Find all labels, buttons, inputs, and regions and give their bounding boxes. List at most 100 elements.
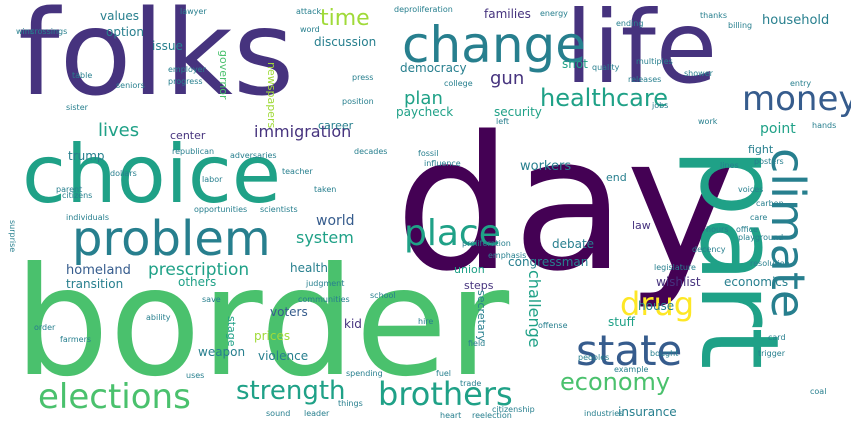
cloud-word-hire: hire: [418, 317, 434, 326]
cloud-word-trump: trump: [68, 149, 105, 163]
cloud-word-wishlist: wishlist: [656, 275, 701, 289]
cloud-word-thanks: thanks: [700, 11, 727, 20]
cloud-word-voters: voters: [270, 305, 308, 319]
cloud-word-billing: billing: [728, 21, 753, 30]
cloud-word-security: security: [494, 105, 542, 119]
cloud-word-jobs: jobs: [652, 101, 669, 110]
cloud-word-releases: releases: [628, 75, 662, 84]
cloud-word-uses: uses: [186, 371, 205, 380]
cloud-word-order: order: [34, 323, 56, 332]
cloud-word-house: house: [638, 299, 675, 313]
cloud-word-shower: shower: [684, 69, 713, 78]
cloud-word-coal: coal: [810, 387, 827, 396]
cloud-word-economics: economics: [724, 275, 789, 289]
cloud-word-fossil: fossil: [418, 149, 439, 158]
cloud-word-sister: sister: [66, 103, 88, 112]
cloud-word-parent: parent: [56, 185, 83, 194]
cloud-word-proliferation: proliferation: [462, 239, 511, 248]
cloud-word-option: option: [106, 25, 144, 39]
cloud-word-influence: influence: [424, 159, 461, 168]
cloud-word-decency: decency: [692, 245, 726, 254]
cloud-word-democracy: democracy: [400, 61, 467, 75]
cloud-word-career: career: [318, 119, 354, 132]
cloud-word-work: work: [698, 117, 718, 126]
cloud-word-challenge: challenge: [525, 270, 544, 348]
cloud-word-scientists: scientists: [260, 205, 298, 214]
cloud-word-newspapers: newspapers: [265, 62, 278, 129]
cloud-word-end: end: [606, 171, 627, 184]
cloud-word-folks: folks: [18, 0, 295, 122]
cloud-word-individuals: individuals: [66, 213, 109, 222]
cloud-word-leader: leader: [304, 409, 330, 418]
cloud-word-fuel: fuel: [436, 369, 452, 378]
cloud-word-system: system: [296, 228, 354, 247]
cloud-word-drug: drug: [620, 285, 695, 323]
cloud-word-quality: quality: [592, 63, 620, 72]
cloud-word-fight: fight: [748, 143, 774, 156]
cloud-word-gun: gun: [490, 68, 525, 89]
cloud-word-decades: decades: [354, 147, 388, 156]
cloud-word-word: word: [300, 25, 320, 34]
cloud-word-offense: offense: [538, 321, 568, 330]
cloud-word-carbon: carbon: [756, 199, 784, 208]
cloud-word-ending: ending: [616, 19, 644, 28]
cloud-word-hands: hands: [812, 121, 837, 130]
cloud-word-position: position: [342, 97, 374, 106]
cloud-word-economy: economy: [560, 368, 671, 396]
cloud-word-adversaries: adversaries: [230, 151, 277, 160]
cloud-word-legislature: legislature: [654, 263, 696, 272]
cloud-word-dollars: dollars: [110, 169, 137, 178]
cloud-word-care: care: [750, 213, 768, 222]
cloud-word-school: school: [370, 291, 396, 300]
cloud-word-farmers: farmers: [60, 335, 92, 344]
cloud-word-field: field: [468, 339, 486, 348]
cloud-word-example: example: [614, 365, 649, 374]
cloud-word-transition: transition: [66, 277, 124, 291]
cloud-word-reelection: reelection: [472, 411, 512, 420]
cloud-word-prices: prices: [254, 329, 291, 343]
cloud-word-healthcare: healthcare: [540, 84, 668, 112]
cloud-word-citizens: citizens: [62, 191, 93, 200]
cloud-word-families: families: [484, 7, 531, 21]
cloud-word-others: others: [178, 275, 217, 289]
cloud-word-border: border: [14, 236, 510, 410]
cloud-word-voices: voices: [738, 185, 764, 194]
cloud-word-sound: sound: [266, 409, 291, 418]
cloud-word-card: card: [768, 333, 786, 342]
cloud-word-teacher: teacher: [282, 167, 313, 176]
cloud-word-state: state: [576, 326, 683, 375]
cloud-word-kid: kid: [344, 317, 362, 331]
cloud-word-stage: stage: [225, 316, 238, 347]
cloud-word-taken: taken: [314, 185, 337, 194]
cloud-word-discussion: discussion: [314, 35, 377, 49]
cloud-word-trigger: trigger: [758, 349, 786, 358]
cloud-word-life: life: [565, 0, 718, 106]
cloud-word-debate: debate: [552, 237, 595, 251]
cloud-word-deproliferation: deproliferation: [394, 5, 453, 14]
cloud-word-office: office: [736, 225, 758, 234]
cloud-word-crossings: crossings: [30, 27, 68, 36]
cloud-word-violence: violence: [258, 349, 309, 363]
cloud-word-strength: strength: [236, 376, 346, 406]
cloud-word-surprise: surprise: [8, 220, 17, 253]
cloud-word-playground: playground: [738, 233, 784, 242]
cloud-word-household: household: [762, 13, 830, 28]
cloud-word-hours: hours: [706, 225, 729, 234]
cloud-word-homeland: homeland: [66, 263, 131, 278]
cloud-word-progress: progress: [168, 77, 203, 86]
cloud-word-insurance: insurance: [618, 405, 677, 419]
cloud-word-ability: ability: [146, 313, 171, 322]
cloud-word-labor: labor: [202, 175, 223, 184]
cloud-word-things: things: [338, 399, 363, 408]
cloud-word-change: change: [402, 16, 587, 74]
cloud-word-point: point: [760, 121, 796, 137]
cloud-word-multiples: multiples: [636, 57, 673, 66]
cloud-word-citizenship: citizenship: [492, 405, 535, 414]
cloud-word-emphasis: emphasis: [488, 251, 527, 260]
cloud-word-prescription: prescription: [148, 260, 250, 280]
cloud-word-attack: attack: [296, 7, 322, 16]
cloud-word-wins: wins: [16, 27, 35, 36]
cloud-word-place: place: [404, 213, 501, 254]
cloud-word-secretary: secretary: [475, 290, 488, 342]
